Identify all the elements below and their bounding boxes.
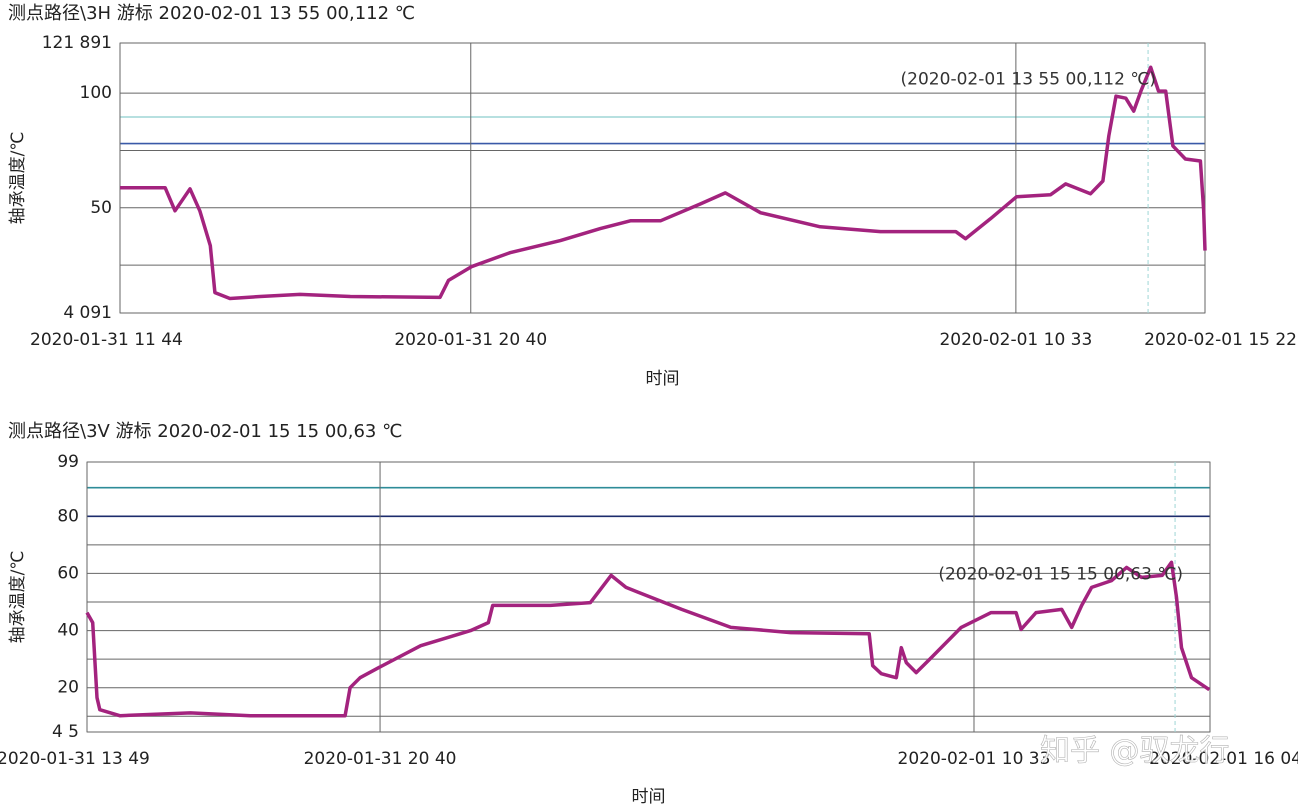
chart-title: 测点路径\3V 游标 2020-02-01 15 15 00,63 ℃	[8, 421, 402, 442]
x-tick-label: 2020-02-01 16 04	[1149, 749, 1298, 769]
chart-title: 测点路径\3H 游标 2020-02-01 13 55 00,112 ℃	[8, 3, 415, 24]
y-tick-label: 60	[57, 563, 79, 583]
y-tick-label: 4 091	[63, 303, 112, 323]
x-tick-label: 2020-01-31 11 44	[30, 330, 183, 350]
x-tick-label: 2020-02-01 10 33	[939, 330, 1092, 350]
y-tick-label: 99	[57, 452, 79, 472]
x-tick-label: 2020-01-31 13 49	[0, 749, 150, 769]
y-tick-label: 40	[57, 621, 79, 641]
data-line	[120, 65, 1207, 301]
y-tick-label: 121 891	[42, 33, 112, 53]
cursor-annotation: (2020-02-01 15 15 00,63 ℃)	[938, 564, 1183, 584]
y-axis-label: 轴承温度/℃	[8, 551, 28, 644]
x-tick-label: 2020-01-31 20 40	[304, 749, 457, 769]
watermark: 知乎 @驭龙行	[1040, 734, 1230, 769]
data-line	[85, 560, 1211, 718]
y-tick-label: 50	[90, 198, 112, 218]
y-tick-label: 100	[80, 83, 112, 103]
x-axis-label: 时间	[646, 369, 680, 389]
plot-area	[119, 42, 1206, 314]
x-tick-label: 2020-02-01 15 22	[1144, 330, 1297, 350]
x-axis-label: 时间	[632, 787, 666, 807]
cursor-annotation: (2020-02-01 13 55 00,112 ℃)	[901, 69, 1157, 89]
x-tick-label: 2020-01-31 20 40	[394, 330, 547, 350]
y-tick-label: 20	[57, 678, 79, 698]
y-axis-label: 轴承温度/℃	[8, 132, 28, 225]
y-tick-label: 4 5	[52, 722, 79, 742]
y-tick-label: 80	[57, 506, 79, 526]
x-tick-label: 2020-02-01 10 33	[898, 749, 1051, 769]
